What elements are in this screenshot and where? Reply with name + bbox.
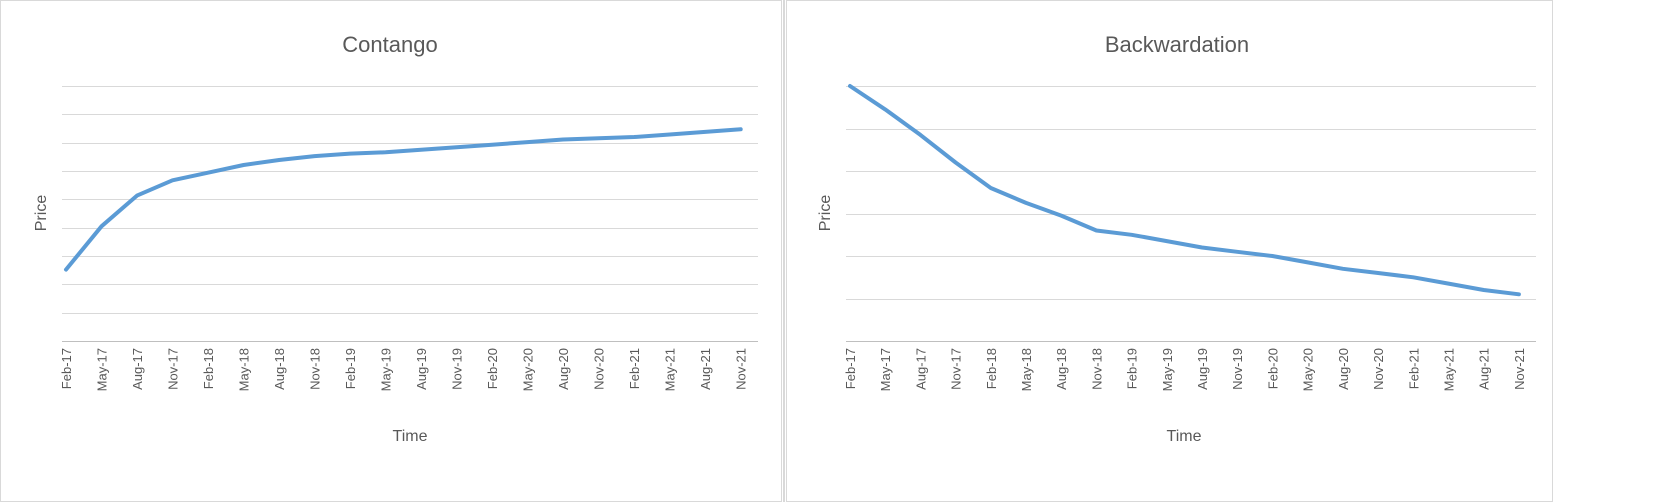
- backwardation-x-tick-label: May-20: [1301, 348, 1316, 391]
- contango-x-tick-label: Nov-21: [734, 348, 749, 390]
- contango-x-tick-label: Nov-19: [450, 348, 465, 390]
- backwardation-x-tick-label: Aug-20: [1336, 348, 1351, 390]
- backwardation-x-tick-label: Aug-21: [1477, 348, 1492, 390]
- contango-x-tick-label: May-18: [237, 348, 252, 391]
- contango-x-tick-label: May-17: [95, 348, 110, 391]
- contango-x-tick-label: Nov-17: [166, 348, 181, 390]
- backwardation-x-tick-label: Nov-17: [949, 348, 964, 390]
- backwardation-y-axis-label: Price: [817, 195, 834, 232]
- contango-x-tick-label: May-21: [663, 348, 678, 391]
- backwardation-x-tick-label: May-19: [1160, 348, 1175, 391]
- contango-x-tick-label: Nov-20: [592, 348, 607, 390]
- contango-x-tick-label: Feb-18: [201, 348, 216, 389]
- contango-x-tick-label: Aug-17: [130, 348, 145, 390]
- backwardation-x-tick-label: Nov-21: [1512, 348, 1527, 390]
- contango-x-tick-label: Aug-19: [414, 348, 429, 390]
- backwardation-x-tick-label: Feb-21: [1406, 348, 1421, 389]
- contango-chart-panel: Contango Feb-17 May-17 Aug-17 Nov-17 Feb-18 Ma…: [0, 0, 782, 502]
- contango-x-tick-label: Aug-21: [698, 348, 713, 390]
- backwardation-chart-panel: Backwardation Feb-17 May-17 Aug-17 Nov-17 Feb…: [786, 0, 1553, 502]
- backwardation-gridlines: [846, 86, 1536, 300]
- backwardation-x-tick-label: Nov-18: [1089, 348, 1104, 390]
- contango-chart-border: [0, 0, 782, 502]
- backwardation-x-axis-label: Time: [1167, 428, 1202, 445]
- contango-x-tick-label: Feb-19: [343, 348, 358, 389]
- backwardation-x-tick-labels: Feb-17 May-17 Aug-17 Nov-17 Feb-18 May-18 Aug-…: [843, 348, 1527, 391]
- contango-y-axis-label: Price: [33, 195, 50, 232]
- contango-x-tick-label: Aug-20: [556, 348, 571, 390]
- backwardation-x-tick-label: Feb-18: [984, 348, 999, 389]
- contango-x-tick-label: Feb-20: [485, 348, 500, 389]
- contango-x-tick-label: Nov-18: [308, 348, 323, 390]
- contango-gridlines: [62, 86, 758, 314]
- contango-x-tick-label: May-20: [521, 348, 536, 391]
- backwardation-x-tick-label: Aug-19: [1195, 348, 1210, 390]
- contango-x-tick-label: May-19: [379, 348, 394, 391]
- contango-series-line: [64, 127, 743, 272]
- contango-x-tick-label: Feb-17: [59, 348, 74, 389]
- contango-data-points: [65, 129, 741, 270]
- backwardation-data-points: [849, 85, 1519, 295]
- backwardation-x-tick-label: May-21: [1441, 348, 1456, 391]
- panel-divider: [783, 0, 785, 502]
- backwardation-chart-border: [786, 0, 1553, 502]
- contango-x-tick-label: Feb-21: [627, 348, 642, 389]
- contango-x-axis-label: Time: [393, 428, 428, 445]
- contango-x-tick-label: Aug-18: [272, 348, 287, 390]
- backwardation-chart-title: Backwardation: [1105, 32, 1249, 57]
- contango-x-tick-labels: Feb-17 May-17 Aug-17 Nov-17 Feb-18 May-18 Aug-…: [59, 348, 749, 391]
- backwardation-x-tick-label: May-17: [878, 348, 893, 391]
- backwardation-x-tick-label: Aug-18: [1054, 348, 1069, 390]
- backwardation-series-line: [848, 84, 1521, 297]
- backwardation-x-tick-label: Feb-17: [843, 348, 858, 389]
- backwardation-x-tick-label: Nov-19: [1230, 348, 1245, 390]
- backwardation-x-tick-label: Feb-19: [1125, 348, 1140, 389]
- backwardation-x-tick-label: Feb-20: [1265, 348, 1280, 389]
- contango-chart: Contango Feb-17 May-17 Aug-17 Nov-17 Feb-18 Ma…: [0, 0, 782, 502]
- contango-chart-title: Contango: [342, 32, 437, 57]
- backwardation-x-tick-label: May-18: [1019, 348, 1034, 391]
- backwardation-x-tick-label: Nov-20: [1371, 348, 1386, 390]
- backwardation-x-tick-label: Aug-17: [913, 348, 928, 390]
